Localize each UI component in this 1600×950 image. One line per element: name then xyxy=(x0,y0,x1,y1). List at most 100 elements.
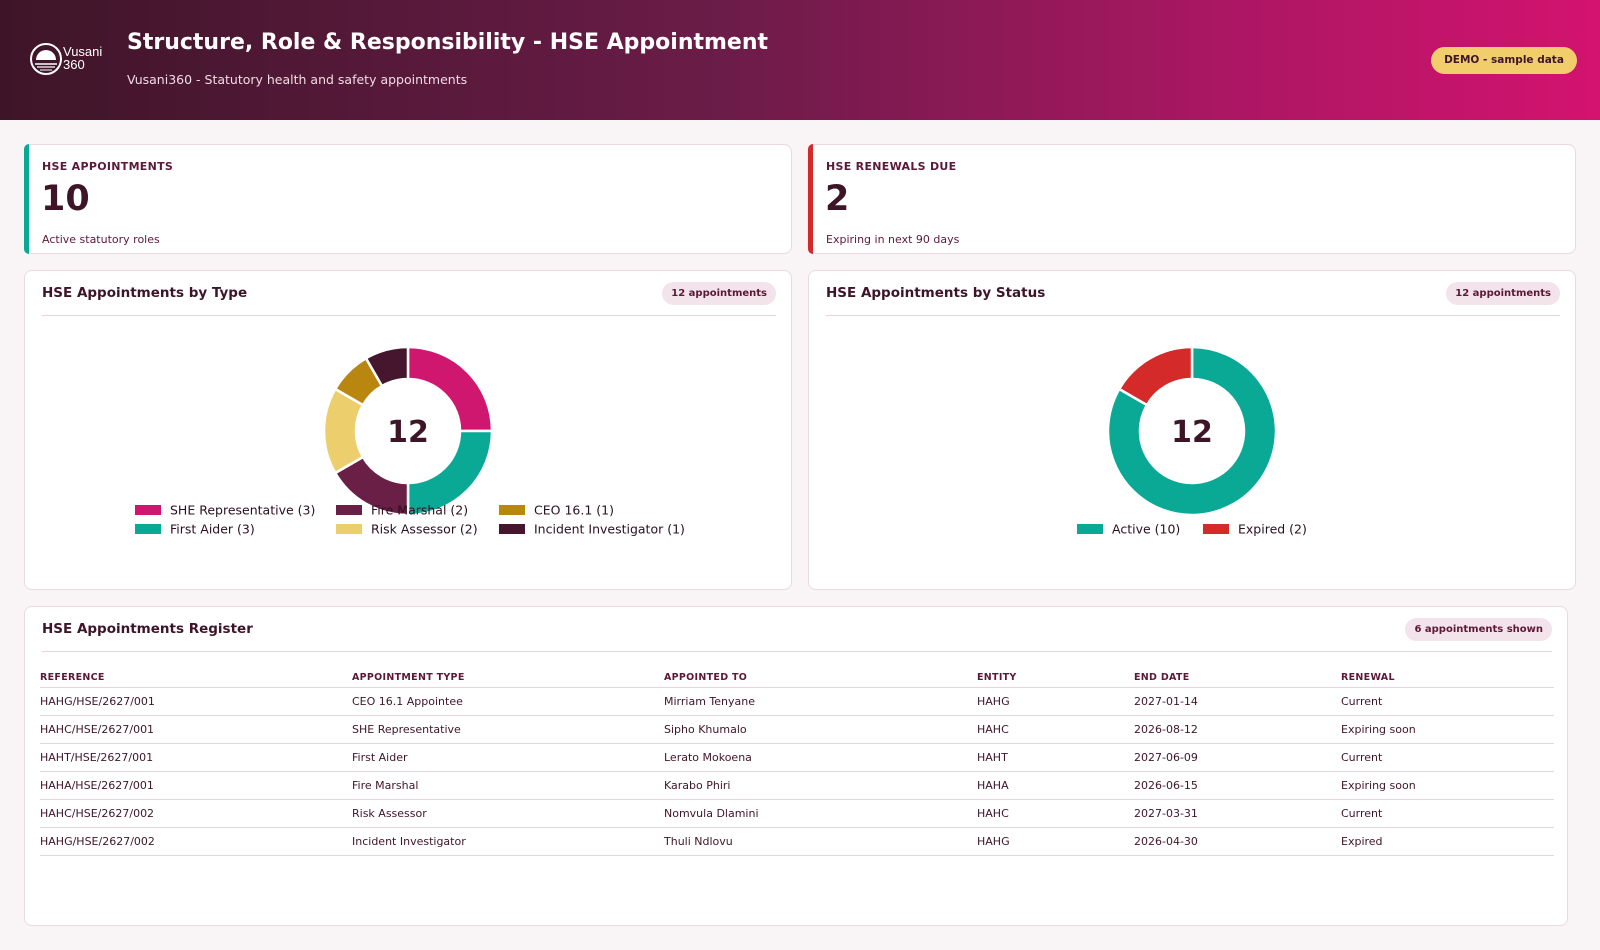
legend-swatch xyxy=(135,524,161,534)
legend-label[interactable]: First Aider (3) xyxy=(170,522,255,537)
svg-text:Vusani: Vusani xyxy=(63,44,102,59)
table-row[interactable]: HAHG/HSE/2627/002 Incident Investigator Th… xyxy=(40,827,1554,856)
demo-badge: DEMO - sample data xyxy=(1431,47,1577,74)
count-badge: 6 appointments shown xyxy=(1405,618,1552,641)
legend-label[interactable]: Active (10) xyxy=(1112,522,1180,537)
count-badge: 12 appointments xyxy=(662,282,776,305)
legend-swatch xyxy=(1203,524,1229,534)
column-header[interactable]: END DATE xyxy=(1134,669,1341,688)
kpi-value: 2 xyxy=(825,179,850,219)
kpi-label: HSE APPOINTMENTS xyxy=(42,160,174,173)
table-cell: Thuli Ndlovu xyxy=(664,827,977,856)
table-cell: HAHG xyxy=(977,827,1134,856)
donut-chart-by-status: 12 Active (10) Expired (2) xyxy=(1077,345,1307,537)
kpi-value: 10 xyxy=(41,179,90,219)
table-cell: 2026-08-12 xyxy=(1134,715,1341,744)
donut-slice-expired[interactable] xyxy=(1117,345,1194,407)
table-cell: Expiring soon xyxy=(1341,715,1554,744)
vusani360-logo: Vusani 360 xyxy=(30,42,106,76)
table-cell: Mirriam Tenyane xyxy=(664,687,977,716)
kpi-subtext: Expiring in next 90 days xyxy=(826,233,960,246)
table-cell: Expiring soon xyxy=(1341,771,1554,800)
table-row[interactable]: HAHA/HSE/2627/001 Fire Marshal Karabo Phir… xyxy=(40,771,1554,800)
legend-swatch xyxy=(499,505,525,515)
table-cell: HAHG/HSE/2627/002 xyxy=(40,827,352,856)
panel-divider xyxy=(826,315,1560,316)
table-cell: HAHC xyxy=(977,715,1134,744)
table-row[interactable]: HAHT/HSE/2627/001 First Aider Lerato Mokoe… xyxy=(40,743,1554,772)
legend-swatch xyxy=(499,524,525,534)
page-subtitle: Vusani360 - Statutory health and safety … xyxy=(127,72,468,87)
table-cell: HAHA xyxy=(977,771,1134,800)
table-cell: HAHG/HSE/2627/001 xyxy=(40,687,352,716)
table-header-row: REFERENCE APPOINTMENT TYPE APPOINTED TO ENT… xyxy=(40,669,1554,688)
table-cell: HAHT/HSE/2627/001 xyxy=(40,743,352,772)
donut-center-total: 12 xyxy=(387,415,429,450)
donut-chart-by-type: 12 SHE Representative (3) Fire Marshal (2)… xyxy=(135,345,685,537)
legend-label[interactable]: Risk Assessor (2) xyxy=(371,522,478,537)
panel-divider xyxy=(42,651,1552,652)
legend-label[interactable]: Incident Investigator (1) xyxy=(534,522,685,537)
column-header[interactable]: REFERENCE xyxy=(40,669,352,688)
svg-text:360: 360 xyxy=(63,57,85,72)
table-cell: HAHC/HSE/2627/002 xyxy=(40,799,352,828)
legend-label[interactable]: SHE Representative (3) xyxy=(170,503,315,518)
table-cell: 2027-03-31 xyxy=(1134,799,1341,828)
column-header[interactable]: RENEWAL xyxy=(1341,669,1554,688)
table-cell: HAHT xyxy=(977,743,1134,772)
table-cell: Lerato Mokoena xyxy=(664,743,977,772)
register-table: REFERENCE APPOINTMENT TYPE APPOINTED TO ENT… xyxy=(40,669,1554,856)
kpi-subtext: Active statutory roles xyxy=(42,233,160,246)
table-cell: Nomvula Dlamini xyxy=(664,799,977,828)
panel-divider xyxy=(42,315,776,316)
kpi-label: HSE RENEWALS DUE xyxy=(826,160,957,173)
donut-slice-active[interactable] xyxy=(1106,345,1278,517)
legend-swatch xyxy=(336,505,362,515)
table-cell: 2026-04-30 xyxy=(1134,827,1341,856)
column-header[interactable]: ENTITY xyxy=(977,669,1134,688)
donut-slice-incident-investigator[interactable] xyxy=(364,345,410,388)
table-cell: Risk Assessor xyxy=(352,799,664,828)
kpi-card-appointments: HSE APPOINTMENTS 10 Active statutory rol… xyxy=(24,144,792,254)
table-cell: Current xyxy=(1341,799,1554,828)
table-cell: CEO 16.1 Appointee xyxy=(352,687,664,716)
table-cell: SHE Representative xyxy=(352,715,664,744)
table-cell: HAHA/HSE/2627/001 xyxy=(40,771,352,800)
panel-title: HSE Appointments Register xyxy=(42,621,253,637)
table-cell: First Aider xyxy=(352,743,664,772)
table-cell: Current xyxy=(1341,687,1554,716)
table-cell: HAHG xyxy=(977,687,1134,716)
table-cell: 2027-01-14 xyxy=(1134,687,1341,716)
legend-swatch xyxy=(135,505,161,515)
column-header[interactable]: APPOINTED TO xyxy=(664,669,977,688)
chart-panel-by-status: HSE Appointments by Status 12 appointmen… xyxy=(808,270,1576,590)
legend-swatch xyxy=(336,524,362,534)
table-cell: Karabo Phiri xyxy=(664,771,977,800)
donut-center-total: 12 xyxy=(1171,415,1213,450)
table-cell: 2026-06-15 xyxy=(1134,771,1341,800)
panel-title: HSE Appointments by Type xyxy=(42,285,248,301)
table-row[interactable]: HAHG/HSE/2627/001 CEO 16.1 Appointee Mirri… xyxy=(40,687,1554,716)
legend-swatch xyxy=(1077,524,1103,534)
count-badge: 12 appointments xyxy=(1446,282,1560,305)
legend-label[interactable]: Fire Marshal (2) xyxy=(371,503,468,518)
kpi-card-renewals: HSE RENEWALS DUE 2 Expiring in next 90 d… xyxy=(808,144,1576,254)
app-header: Vusani 360 Structure, Role & Responsibil… xyxy=(0,0,1600,120)
table-cell: HAHC xyxy=(977,799,1134,828)
column-header[interactable]: APPOINTMENT TYPE xyxy=(352,669,664,688)
legend-label[interactable]: CEO 16.1 (1) xyxy=(534,503,614,518)
table-cell: HAHC/HSE/2627/001 xyxy=(40,715,352,744)
page-title: Structure, Role & Responsibility - HSE A… xyxy=(127,30,769,55)
table-cell: Expired xyxy=(1341,827,1554,856)
table-cell: Current xyxy=(1341,743,1554,772)
table-cell: Incident Investigator xyxy=(352,827,664,856)
chart-panel-by-type: HSE Appointments by Type 12 appointments… xyxy=(24,270,792,590)
table-row[interactable]: HAHC/HSE/2627/002 Risk Assessor Nomvula Dl… xyxy=(40,799,1554,828)
panel-title: HSE Appointments by Status xyxy=(826,285,1046,301)
table-cell: 2027-06-09 xyxy=(1134,743,1341,772)
register-panel: HSE Appointments Register 6 appointments… xyxy=(24,606,1568,926)
legend-label[interactable]: Expired (2) xyxy=(1238,522,1307,537)
table-cell: Sipho Khumalo xyxy=(664,715,977,744)
table-cell: Fire Marshal xyxy=(352,771,664,800)
table-row[interactable]: HAHC/HSE/2627/001 SHE Representative Sipho… xyxy=(40,715,1554,744)
